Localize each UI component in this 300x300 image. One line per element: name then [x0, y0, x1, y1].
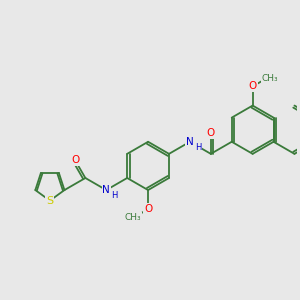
Text: O: O: [207, 128, 215, 138]
Text: CH₃: CH₃: [124, 213, 141, 222]
Text: N: N: [102, 185, 110, 195]
Text: S: S: [46, 196, 53, 206]
Text: O: O: [248, 81, 257, 92]
Text: CH₃: CH₃: [261, 74, 278, 83]
Text: N: N: [186, 137, 194, 147]
Text: O: O: [144, 204, 152, 214]
Text: H: H: [111, 191, 118, 200]
Text: O: O: [71, 155, 79, 165]
Text: H: H: [195, 142, 201, 152]
